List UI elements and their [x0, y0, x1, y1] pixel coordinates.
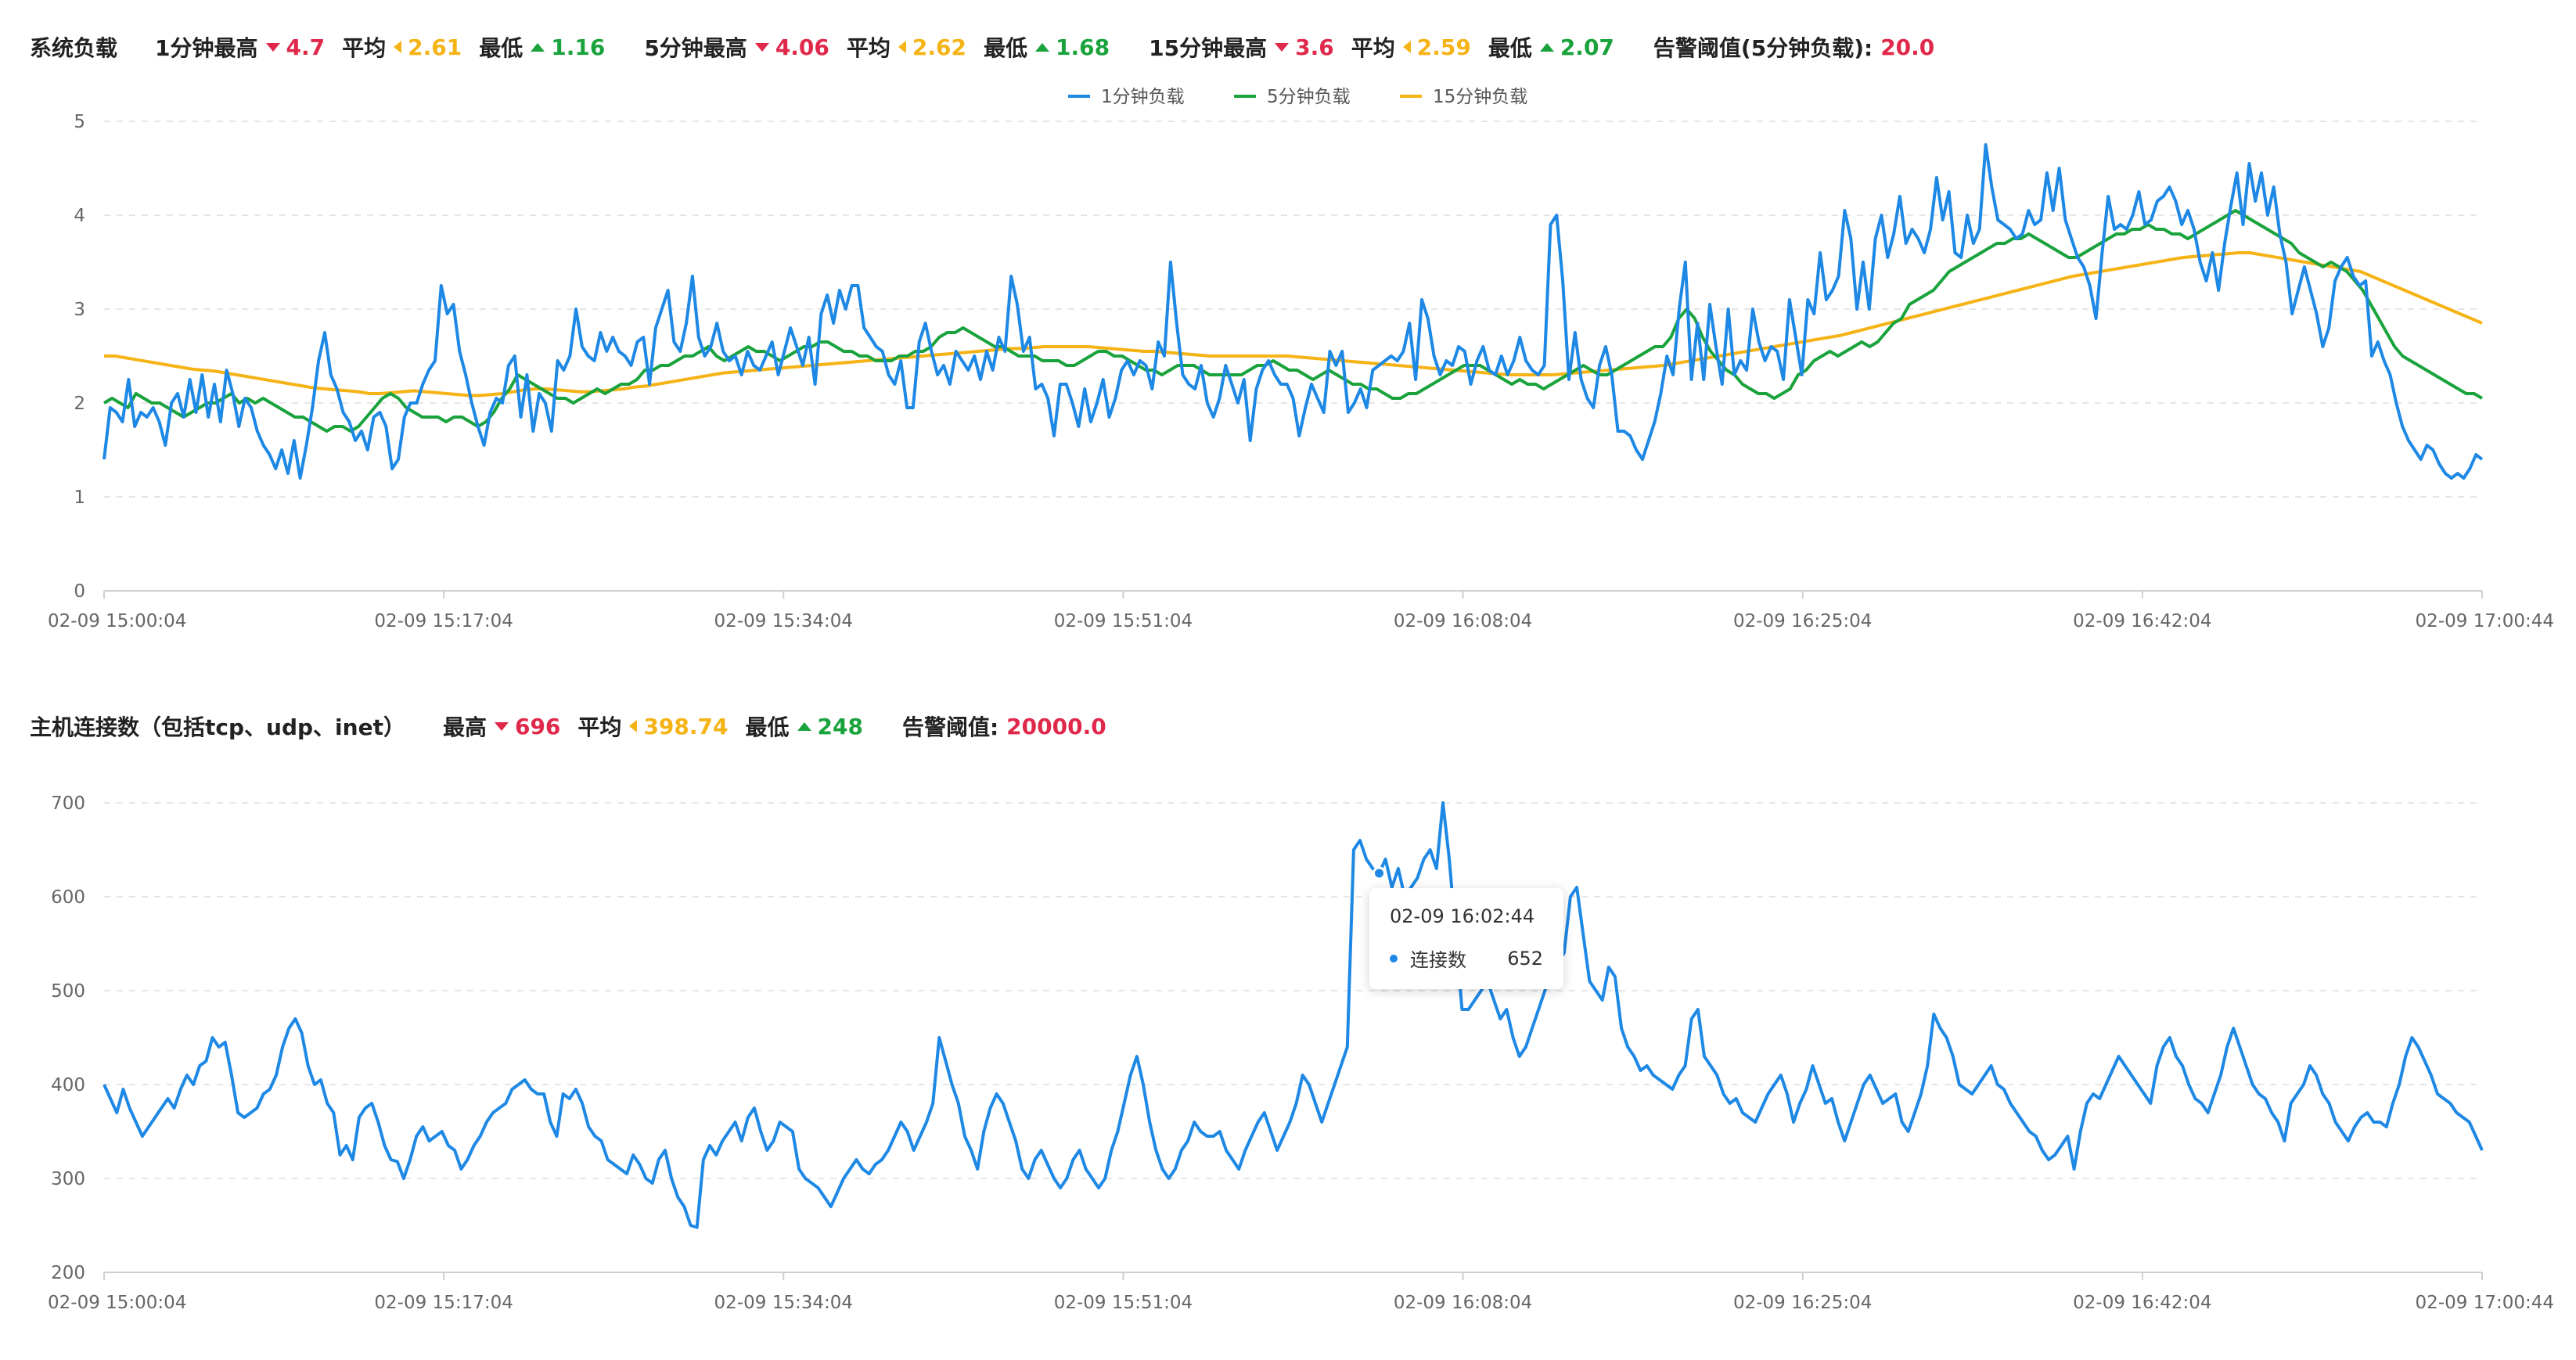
connections-title: 主机连接数（包括tcp、udp、inet）	[30, 714, 405, 740]
x-tick-label: 02-09 15:17:04	[374, 611, 513, 631]
tooltip-value: 652	[1507, 947, 1543, 970]
x-tick-label: 02-09 16:08:04	[1394, 1293, 1532, 1313]
y-tick-label: 700	[51, 793, 85, 814]
tooltip-series: 连接数	[1410, 949, 1466, 971]
stat-15min-max: 15分钟最高 3.6	[1149, 34, 1334, 62]
y-tick-label: 0	[74, 581, 85, 602]
arrow-up-icon	[1035, 42, 1050, 52]
arrow-left-icon	[1402, 41, 1411, 53]
stat-1min-avg: 平均 2.61	[342, 34, 462, 62]
arrow-down-icon	[754, 42, 769, 52]
y-tick-label: 200	[51, 1263, 85, 1283]
x-tick-label: 02-09 15:00:04	[48, 1293, 186, 1313]
y-tick-label: 300	[51, 1169, 85, 1189]
system-load-panel: 系统负载 1分钟最高 4.7 平均 2.61 最低 1.16 5分钟最高 4.0…	[0, 0, 2576, 657]
stat-15min-min: 最低 2.07	[1488, 34, 1614, 62]
hover-point	[1372, 866, 1386, 880]
system-load-stats: 系统负载 1分钟最高 4.7 平均 2.61 最低 1.16 5分钟最高 4.0…	[30, 30, 1952, 64]
y-tick-label: 2	[74, 394, 85, 414]
stat-conn-min: 最低 248	[745, 713, 863, 741]
arrow-left-icon	[629, 720, 638, 732]
system-load-title: 系统负载	[30, 35, 118, 61]
stat-conn-max: 最高 696	[442, 713, 561, 741]
legend-item: 1分钟负载	[1101, 87, 1185, 107]
arrow-left-icon	[394, 41, 402, 53]
stat-threshold: 告警阈值(5分钟负载): 20.0	[1653, 34, 1935, 62]
series-line-连接数	[103, 801, 2484, 1229]
series-dot-icon	[1390, 954, 1398, 962]
legend-item: 5分钟负载	[1267, 87, 1351, 107]
x-tick-label: 02-09 15:34:04	[714, 1293, 853, 1313]
x-tick-label: 02-09 17:00:44	[2416, 611, 2554, 631]
tooltip-time: 02-09 16:02:44	[1390, 905, 1535, 927]
arrow-up-icon	[531, 42, 545, 52]
x-tick-label: 02-09 15:51:04	[1054, 611, 1193, 631]
x-tick-label: 02-09 15:17:04	[374, 1293, 513, 1313]
y-tick-label: 600	[51, 887, 85, 908]
y-tick-label: 5	[74, 112, 85, 132]
x-tick-label: 02-09 15:51:04	[1054, 1293, 1193, 1313]
x-tick-label: 02-09 15:00:04	[48, 611, 186, 631]
series-line-15分钟负载	[104, 251, 2483, 398]
stat-1min-max: 1分钟最高 4.7	[155, 34, 326, 62]
stat-5min-avg: 平均 2.62	[846, 34, 967, 62]
x-tick-label: 02-09 15:34:04	[714, 611, 853, 631]
y-tick-label: 1	[74, 488, 85, 508]
y-tick-label: 3	[74, 300, 85, 320]
y-tick-label: 4	[74, 206, 85, 226]
stat-5min-min: 最低 1.68	[984, 34, 1110, 62]
chart-tooltip: 02-09 16:02:44 连接数 652	[1369, 888, 1563, 989]
arrow-down-icon	[1275, 42, 1290, 52]
connections-chart[interactable]: 200 300 400 500 600 700 02-09 15:00:04 02-09 15…	[0, 681, 2576, 1360]
x-tick-label: 02-09 16:42:04	[2073, 1293, 2211, 1313]
arrow-down-icon	[265, 42, 280, 52]
arrow-up-icon	[1539, 42, 1554, 52]
y-tick-label: 500	[51, 981, 85, 1002]
arrow-down-icon	[494, 721, 509, 731]
x-tick-label: 02-09 17:00:44	[2416, 1293, 2554, 1313]
stat-15min-avg: 平均 2.59	[1351, 34, 1471, 62]
y-tick-label: 400	[51, 1075, 85, 1096]
x-tick-label: 02-09 16:42:04	[2073, 611, 2211, 631]
stat-1min-min: 最低 1.16	[479, 34, 606, 62]
connections-stats: 主机连接数（包括tcp、udp、inet） 最高 696 平均 398.74 最…	[30, 709, 1124, 743]
series-line-1分钟负载	[103, 143, 2484, 480]
legend-item: 15分钟负载	[1433, 87, 1527, 107]
stat-conn-threshold: 告警阈值: 20000.0	[901, 713, 1106, 741]
x-tick-label: 02-09 16:25:04	[1733, 611, 1872, 631]
stat-conn-avg: 平均 398.74	[577, 713, 729, 741]
x-tick-label: 02-09 16:08:04	[1394, 611, 1532, 631]
arrow-left-icon	[898, 41, 906, 53]
system-load-chart[interactable]: 0 1 2 3 4 5 02-09 15:00:04 02-09 15:17:04 02-09 …	[0, 0, 2576, 657]
arrow-up-icon	[797, 721, 811, 731]
tooltip-row: 连接数 652	[1390, 944, 1543, 972]
x-tick-label: 02-09 16:25:04	[1733, 1293, 1872, 1313]
connections-panel: 主机连接数（包括tcp、udp、inet） 最高 696 平均 398.74 最…	[0, 681, 2576, 1360]
stat-5min-max: 5分钟最高 4.06	[644, 34, 829, 62]
